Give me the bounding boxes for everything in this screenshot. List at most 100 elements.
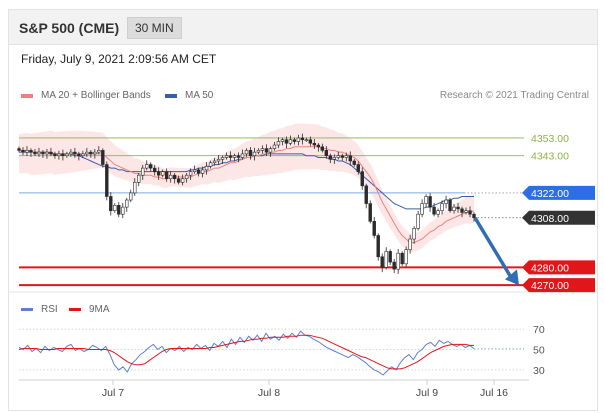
level-tag [522,260,595,275]
candle-body [340,155,344,158]
price-level-4353-00: 4353.00 [19,133,569,145]
candle [404,246,408,267]
candle-body [176,178,181,183]
candle-body [29,150,33,153]
ma50-legend-label: MA 50 [185,90,214,101]
x-tick-label: Jul 7 [102,387,124,399]
candle [180,174,185,186]
candle [196,167,201,177]
candle [440,200,444,215]
candle-body [212,160,217,164]
candle-body [300,137,305,141]
candle [400,251,404,266]
level-tag [522,278,595,293]
candle-body [428,196,432,208]
candle-body [160,171,165,176]
price-chart: 4353.00 4343.00 4322.00 4308.00 4280.00 4270.… [9,123,597,399]
candle [392,258,396,274]
candle-body [440,203,444,211]
candle [149,162,153,172]
candle-body [376,235,380,258]
rsi-line [18,330,475,376]
price-level-4270-00: 4270.00 [19,278,595,293]
candle [260,145,265,154]
candle [384,247,388,270]
candle-body [472,213,476,219]
candle [348,151,352,166]
candle [436,208,440,218]
candle [412,226,416,244]
candle [81,150,85,158]
candle-body [109,196,113,211]
candle-body [336,155,340,158]
candle [324,146,329,159]
candle-body [168,174,173,180]
candle [49,147,53,157]
candle [25,146,29,157]
candle [308,136,313,147]
candle-body [380,256,384,268]
candle [296,134,301,146]
candle [172,173,177,184]
instrument-title: S&P 500 (CME) [19,20,120,36]
candle-body [332,157,337,160]
candle [228,151,233,161]
projection-arrow-head [505,269,519,286]
candle-body [444,199,448,204]
candle-body [256,150,261,153]
rsi-swatch [21,308,33,311]
chart-widget: S&P 500 (CME) 30 MIN Friday, July 9, 202… [8,9,598,411]
candle-body [348,155,352,162]
candle [160,169,165,178]
candle-body [196,169,201,174]
candle [288,135,293,146]
candle-body [180,178,185,183]
candle-body [276,141,281,146]
candle [460,206,464,218]
candle-body [452,206,456,211]
candle [17,146,21,153]
candle-body [288,139,293,144]
candle [141,164,145,180]
candle [372,217,376,239]
candle-body [344,155,348,158]
candle [380,253,384,273]
candle-body [137,174,141,183]
rsi-tick-label: 70 [533,324,545,336]
candle-body [400,252,404,265]
candle-body [408,238,412,250]
candle-body [296,137,301,142]
candle-body [320,146,325,151]
candle [236,152,241,163]
candle-body [21,150,25,153]
candle-body [101,150,105,165]
candle [156,167,161,180]
candle-body [125,199,129,208]
candle [264,144,269,157]
candle [416,211,420,231]
candle-body [240,153,245,158]
candle [208,160,213,169]
candle [224,152,229,160]
ma20-swatch [21,93,33,98]
candle-body [220,157,225,160]
candle [428,193,432,212]
x-tick-label: Jul 16 [480,387,508,399]
candle [125,197,129,212]
candle-body [304,139,309,142]
timeframe-button[interactable]: 30 MIN [127,17,182,39]
candle-body [204,166,209,171]
candle [340,153,344,161]
datetime-label: Friday, July 9, 2021 2:09:56 AM CET [21,52,217,66]
candle-body [149,164,153,169]
candle [97,146,101,155]
candle-body [264,148,269,153]
level-label: 4322.00 [531,188,569,200]
candle [45,148,49,159]
candle [408,234,412,254]
candle [137,173,141,187]
candle [364,183,368,209]
candle-body [200,169,205,174]
candle [280,137,285,146]
candle [37,147,41,157]
